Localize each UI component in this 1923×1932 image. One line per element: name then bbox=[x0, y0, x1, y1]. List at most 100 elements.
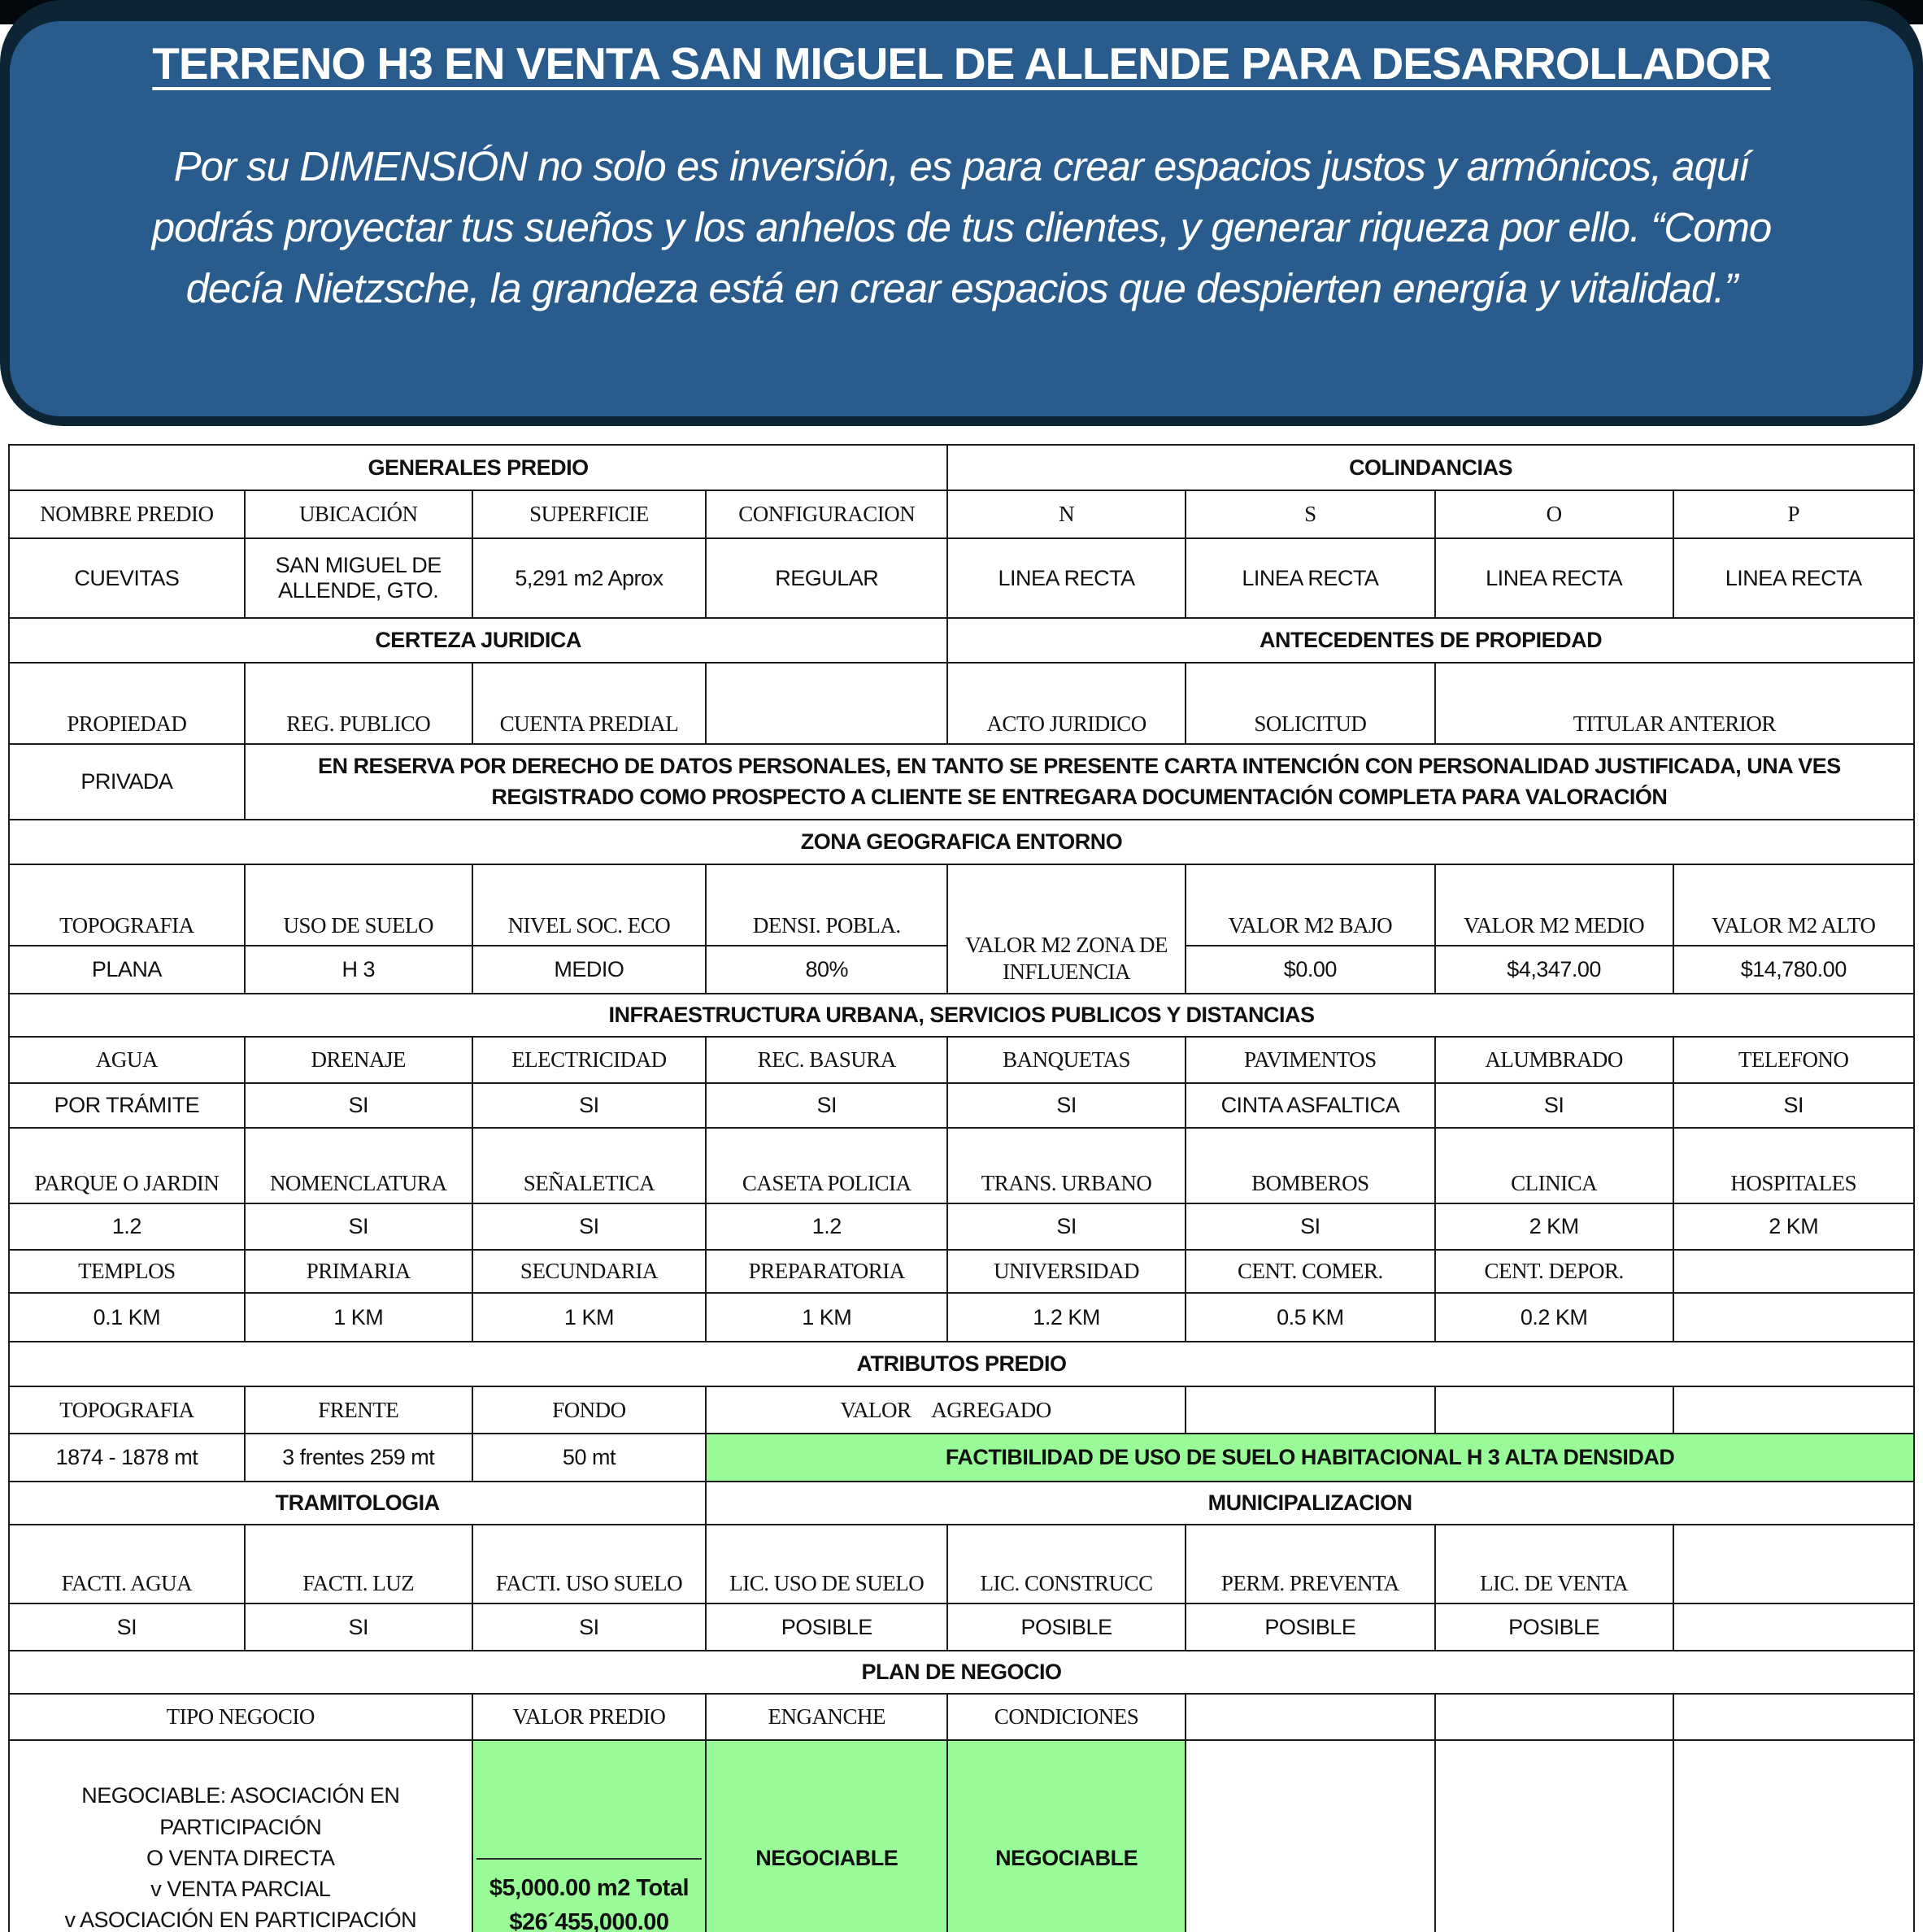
value-cell: SI bbox=[471, 1203, 707, 1251]
col-header-empty bbox=[1185, 1693, 1436, 1741]
value-cell: POSIBLE bbox=[705, 1603, 949, 1651]
col-header: TOPOGRAFIA bbox=[8, 1386, 246, 1434]
value-cell: 0.1 KM bbox=[8, 1292, 246, 1342]
col-header-empty bbox=[1672, 1386, 1916, 1434]
value-cell: $14,780.00 bbox=[1672, 945, 1916, 994]
banner-frame: TERRENO H3 EN VENTA SAN MIGUEL DE ALLEND… bbox=[0, 0, 1923, 426]
value-cell: 1 KM bbox=[705, 1292, 949, 1342]
value-cell: POSIBLE bbox=[946, 1603, 1186, 1651]
value-cell: 1 KM bbox=[471, 1292, 707, 1342]
value-cell: 5,291 m2 Aprox bbox=[471, 537, 707, 619]
col-header: REG. PUBLICO bbox=[243, 662, 473, 745]
col-header: SECUNDARIA bbox=[471, 1249, 707, 1294]
value-cell: POR TRÁMITE bbox=[8, 1082, 246, 1129]
col-header: AGUA bbox=[8, 1036, 246, 1084]
valor-predio-cell: $5,000.00 m2 Total $26´455,000.00 bbox=[471, 1739, 707, 1932]
col-header: CASETA POLICIA bbox=[705, 1127, 949, 1204]
propiedad-value: PRIVADA bbox=[8, 743, 246, 820]
col-header: TOPOGRAFIA bbox=[8, 864, 246, 946]
col-header: TIPO NEGOCIO bbox=[8, 1693, 473, 1741]
section-title-municipalizacion: MUNICIPALIZACION bbox=[705, 1481, 1915, 1525]
empty-cell bbox=[1434, 1739, 1674, 1932]
col-header: O bbox=[1434, 490, 1674, 539]
value-cell: 1.2 KM bbox=[946, 1292, 1186, 1342]
section-title-zona: ZONA GEOGRAFICA ENTORNO bbox=[8, 819, 1915, 865]
col-header: CONFIGURACION bbox=[705, 490, 949, 539]
col-header-empty bbox=[1672, 1249, 1916, 1294]
value-cell: SI bbox=[471, 1603, 707, 1651]
col-header: CUENTA PREDIAL bbox=[471, 662, 707, 745]
value-cell: LINEA RECTA bbox=[1185, 537, 1436, 619]
section-title-generales: GENERALES PREDIO bbox=[7, 444, 949, 491]
col-header: TITULAR ANTERIOR bbox=[1434, 662, 1916, 745]
col-header: FONDO bbox=[471, 1386, 707, 1434]
value-cell: $0.00 bbox=[1185, 945, 1436, 994]
value-cell: POSIBLE bbox=[1185, 1603, 1436, 1651]
value-cell: 0.2 KM bbox=[1434, 1292, 1674, 1342]
section-title-atributos: ATRIBUTOS PREDIO bbox=[8, 1341, 1915, 1387]
value-cell: $4,347.00 bbox=[1434, 945, 1674, 994]
col-header: BANQUETAS bbox=[946, 1036, 1186, 1084]
value-cell: SI bbox=[243, 1603, 473, 1651]
col-header: CONDICIONES bbox=[946, 1693, 1186, 1741]
col-header: FACTI. LUZ bbox=[243, 1524, 473, 1604]
value-cell: 2 KM bbox=[1672, 1203, 1916, 1251]
col-header: BOMBEROS bbox=[1185, 1127, 1436, 1204]
condiciones-cell: NEGOCIABLE bbox=[946, 1739, 1186, 1932]
value-cell: LINEA RECTA bbox=[1672, 537, 1916, 619]
section-title-certeza: CERTEZA JURIDICA bbox=[7, 617, 949, 664]
col-header: CLINICA bbox=[1434, 1127, 1674, 1204]
col-header: S bbox=[1185, 490, 1436, 539]
col-header-empty bbox=[1434, 1693, 1674, 1741]
value-cell: 1.2 bbox=[705, 1203, 949, 1251]
col-header: VALOR M2 MEDIO bbox=[1434, 864, 1674, 946]
col-header: TRANS. URBANO bbox=[946, 1127, 1186, 1204]
col-header: REC. BASURA bbox=[705, 1036, 949, 1084]
banner-title: TERRENO H3 EN VENTA SAN MIGUEL DE ALLEND… bbox=[152, 38, 1771, 89]
col-header: LIC. USO DE SUELO bbox=[705, 1524, 949, 1604]
col-header: SUPERFICIE bbox=[471, 490, 707, 539]
empty-cell bbox=[1672, 1739, 1916, 1932]
col-header: CENT. DEPOR. bbox=[1434, 1249, 1674, 1294]
value-cell: REGULAR bbox=[705, 537, 949, 619]
value-cell: 1874 - 1878 mt bbox=[8, 1433, 246, 1482]
col-header-empty bbox=[1672, 1693, 1916, 1741]
value-cell: SAN MIGUEL DE ALLENDE, GTO. bbox=[243, 537, 473, 619]
value-cell: 2 KM bbox=[1434, 1203, 1674, 1251]
property-sheet: GENERALES PREDIO COLINDANCIAS NOMBRE PRE… bbox=[7, 444, 1916, 1932]
col-header: TELEFONO bbox=[1672, 1036, 1916, 1084]
value-cell: 1.2 bbox=[8, 1203, 246, 1251]
tipo-negocio-line: O VENTA DIRECTA bbox=[146, 1845, 335, 1870]
col-header-empty bbox=[1672, 1524, 1916, 1604]
value-cell: SI bbox=[243, 1082, 473, 1129]
col-header: NOMENCLATURA bbox=[243, 1127, 473, 1204]
value-cell: SI bbox=[243, 1203, 473, 1251]
col-header: DENSI. POBLA. bbox=[705, 864, 949, 946]
banner: TERRENO H3 EN VENTA SAN MIGUEL DE ALLEND… bbox=[10, 21, 1913, 416]
section-title-plan-negocio: PLAN DE NEGOCIO bbox=[8, 1650, 1915, 1695]
col-header: ACTO JURIDICO bbox=[946, 662, 1186, 745]
value-cell: 0.5 KM bbox=[1185, 1292, 1436, 1342]
col-header: PROPIEDAD bbox=[8, 662, 246, 745]
col-header-empty bbox=[1434, 1386, 1674, 1434]
tipo-negocio-line: v VENTA PARCIAL bbox=[150, 1877, 331, 1902]
value-cell: SI bbox=[946, 1203, 1186, 1251]
col-header: USO DE SUELO bbox=[243, 864, 473, 946]
col-header: NIVEL SOC. ECO bbox=[471, 864, 707, 946]
col-header: LIC. CONSTRUCC bbox=[946, 1524, 1186, 1604]
value-cell: LINEA RECTA bbox=[1434, 537, 1674, 619]
empty-cell bbox=[1185, 1739, 1436, 1932]
valor-predio-total: $26´455,000.00 bbox=[509, 1909, 669, 1932]
value-cell: SI bbox=[1434, 1082, 1674, 1129]
value-cell: PLANA bbox=[8, 945, 246, 994]
col-header: NOMBRE PREDIO bbox=[8, 490, 246, 539]
col-header: FRENTE bbox=[243, 1386, 473, 1434]
col-header: P bbox=[1672, 490, 1916, 539]
value-cell: POSIBLE bbox=[1434, 1603, 1674, 1651]
col-header: PAVIMENTOS bbox=[1185, 1036, 1436, 1084]
col-header: LIC. DE VENTA bbox=[1434, 1524, 1674, 1604]
tipo-negocio-line: NEGOCIABLE: ASOCIACIÓN EN bbox=[81, 1783, 400, 1808]
col-header: FACTI. AGUA bbox=[8, 1524, 246, 1604]
col-header: CENT. COMER. bbox=[1185, 1249, 1436, 1294]
valor-predio-m2: $5,000.00 m2 Total bbox=[489, 1874, 690, 1901]
